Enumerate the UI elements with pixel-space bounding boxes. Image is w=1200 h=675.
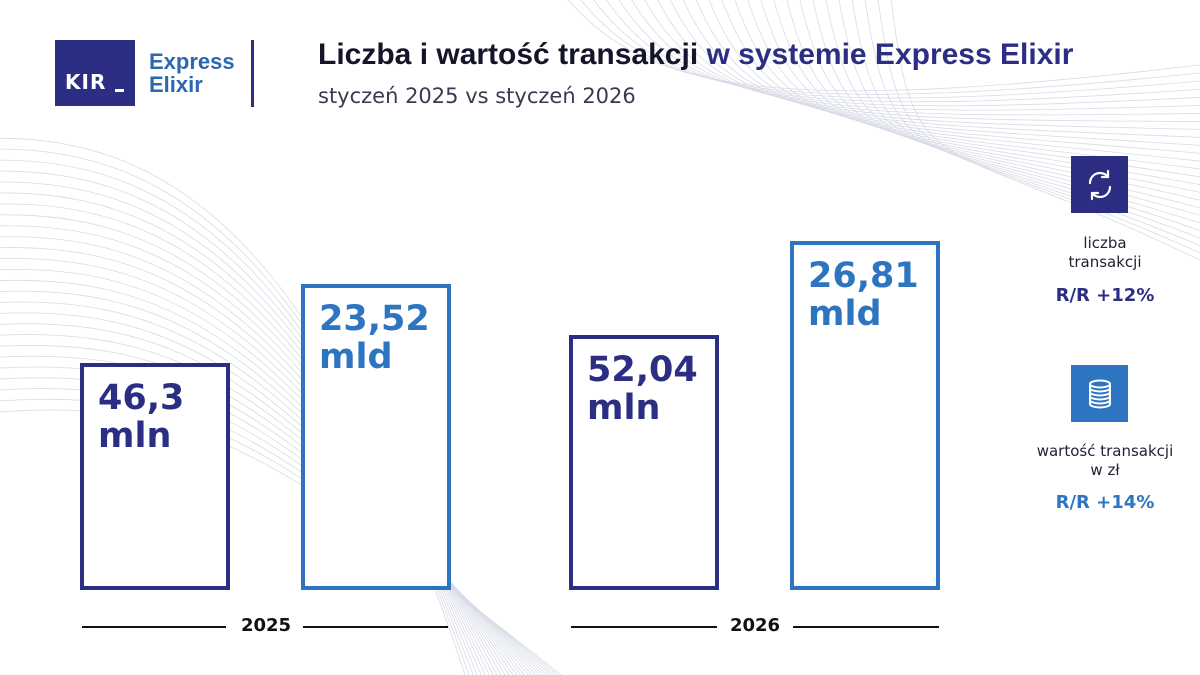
bar-value-2026-unit: mld xyxy=(808,294,882,334)
logo-word-express: Express xyxy=(149,49,235,74)
bar-value-2026-value: 26,81 xyxy=(808,256,919,296)
page-title: Liczba i wartość transakcji w systemie E… xyxy=(318,38,1073,72)
bar-count-2025-unit: mln xyxy=(98,416,172,456)
bar-count-2026: 52,04 mln xyxy=(569,335,719,590)
logo-divider xyxy=(251,40,254,107)
stat-count-label: liczba transakcji xyxy=(1020,234,1190,272)
axis-line-2025-left xyxy=(82,626,226,628)
kir-logo-text: KIR xyxy=(65,70,107,94)
bar-value-2025-value: 23,52 xyxy=(319,299,430,339)
bar-count-2025: 46,3 mln xyxy=(80,363,230,590)
page-subtitle: styczeń 2025 vs styczeń 2026 xyxy=(318,84,636,108)
exchange-arrows-icon xyxy=(1071,156,1128,213)
stat-value-label-line1: wartość transakcji xyxy=(1036,442,1174,460)
bar-value-2025: 23,52 mld xyxy=(301,284,451,590)
bar-value-2026: 26,81 mld xyxy=(790,241,940,590)
bar-value-2025-unit: mld xyxy=(319,337,393,377)
title-part-dark: Liczba i wartość transakcji xyxy=(318,38,699,71)
stat-value-label: wartość transakcji w zł xyxy=(1020,442,1190,480)
bar-count-2026-value: 52,04 xyxy=(587,350,698,390)
stat-value-change: R/R +14% xyxy=(1055,492,1155,513)
axis-line-2026-right xyxy=(793,626,939,628)
axis-line-2026-left xyxy=(571,626,717,628)
axis-line-2025-right xyxy=(303,626,448,628)
bar-count-2026-unit: mln xyxy=(587,388,661,428)
stat-value-label-line2: w zł xyxy=(1090,461,1120,479)
kir-logo-underscore xyxy=(115,89,124,92)
kir-logo: KIR xyxy=(55,40,135,106)
title-part-blue: w systemie Express Elixir xyxy=(706,38,1074,71)
express-elixir-logo: Express Elixir xyxy=(149,50,235,96)
year-label-2025: 2025 xyxy=(240,615,292,636)
bar-count-2025-value: 46,3 xyxy=(98,378,185,418)
logo-word-elixir: Elixir xyxy=(149,72,203,97)
coins-stack-icon xyxy=(1071,365,1128,422)
stat-count-change: R/R +12% xyxy=(1055,285,1155,306)
stat-count-label-line2: transakcji xyxy=(1068,253,1142,271)
stat-count-label-line1: liczba xyxy=(1083,234,1127,252)
year-label-2026: 2026 xyxy=(729,615,781,636)
